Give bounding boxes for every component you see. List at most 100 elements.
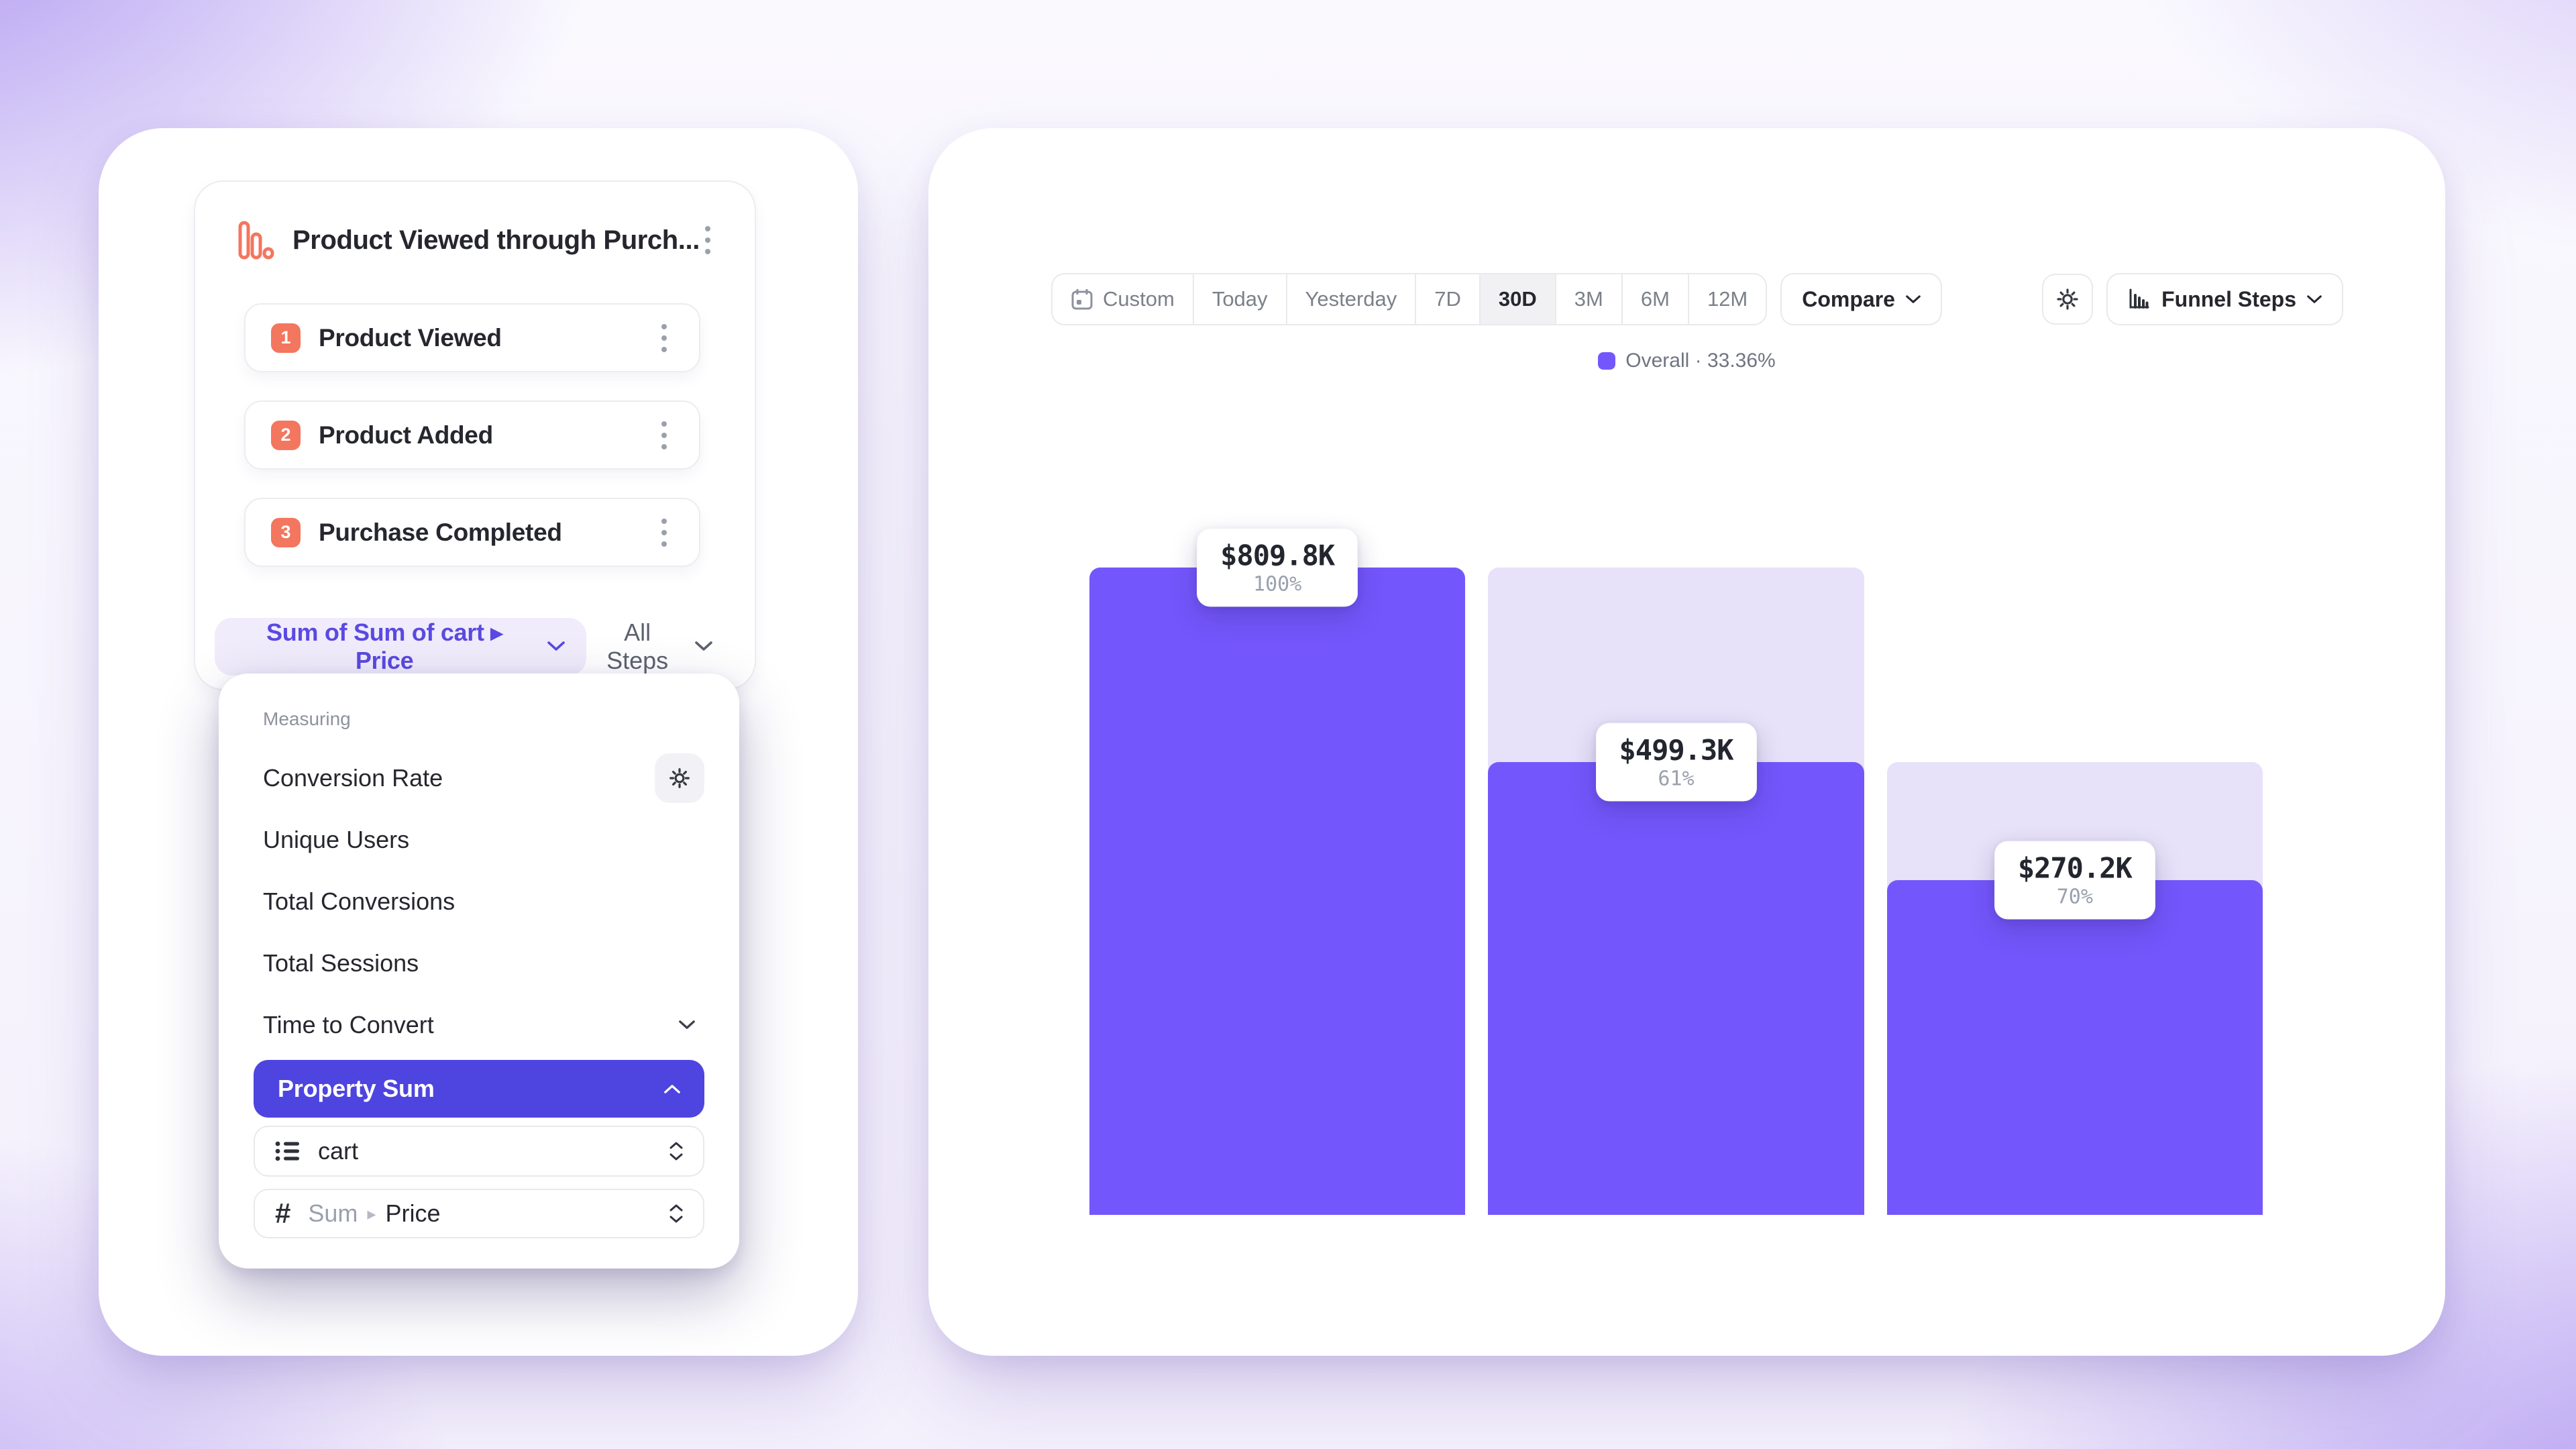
arrow-right-icon: ▸: [367, 1203, 376, 1224]
measurement-label: Sum of Sum of cart ▸ Price: [266, 618, 503, 674]
bar-value-tooltip: $499.3K 61%: [1595, 722, 1757, 802]
menu-item-conversion-rate[interactable]: Conversion Rate: [254, 747, 704, 809]
chart-settings-button[interactable]: [2042, 274, 2094, 325]
select-updown-icon: [669, 1142, 683, 1161]
step-kebab-menu-icon[interactable]: [656, 319, 672, 358]
aggregation-select[interactable]: # Sum ▸ Price: [254, 1189, 704, 1238]
list-icon: [275, 1140, 301, 1163]
measuring-dropdown-panel: Measuring Conversion Rate Unique Users T…: [219, 674, 739, 1269]
range-label: Yesterday: [1305, 287, 1397, 311]
menu-item-total-conversions[interactable]: Total Conversions: [254, 871, 704, 932]
step-number-badge: 1: [271, 323, 301, 353]
chevron-down-icon: [695, 641, 712, 651]
measurement-row: Sum of Sum of cart ▸ Price All Steps: [215, 617, 716, 676]
funnel-chart-plot: $809.8K 100% $499.3K 61% $270.2K 70%: [1089, 528, 2263, 1215]
tooltip-conversion-percent: 100%: [1253, 572, 1302, 596]
tooltip-value: $270.2K: [2017, 851, 2133, 885]
funnel-bar[interactable]: [1089, 568, 1466, 1215]
menu-item-total-sessions[interactable]: Total Sessions: [254, 932, 704, 994]
measurement-dropdown[interactable]: Sum of Sum of cart ▸ Price: [215, 617, 587, 676]
legend-label: Overall · 33.36%: [1625, 350, 1776, 372]
range-7d[interactable]: 7D: [1415, 274, 1479, 324]
compare-button[interactable]: Compare: [1780, 273, 1942, 325]
chevron-up-icon: [664, 1084, 680, 1093]
bar-chart-icon: [2128, 288, 2151, 311]
query-builder: Product Viewed through Purch... 1 Produc…: [194, 180, 756, 690]
toolbar-right-group: Funnel Steps: [2042, 273, 2343, 325]
menu-item-label: Time to Convert: [263, 1011, 434, 1038]
funnel-steps-list: 1 Product Viewed 2 Product Added 3 Purch…: [244, 303, 700, 595]
property-select[interactable]: cart: [254, 1126, 704, 1177]
step-kebab-menu-icon[interactable]: [656, 416, 672, 455]
select-updown-icon: [669, 1204, 683, 1223]
funnel-bar[interactable]: [1488, 761, 1864, 1215]
conversion-rate-settings-button[interactable]: [655, 753, 704, 803]
tooltip-value: $809.8K: [1220, 539, 1335, 572]
hash-icon: #: [275, 1197, 291, 1229]
property-select-value: cart: [318, 1137, 359, 1165]
bar-value-tooltip: $809.8K 100%: [1197, 528, 1358, 607]
range-label: 12M: [1707, 287, 1748, 311]
step-kebab-menu-icon[interactable]: [656, 513, 672, 552]
menu-item-label: Total Sessions: [263, 949, 419, 977]
all-steps-dropdown[interactable]: All Steps: [586, 618, 716, 676]
menu-item-time-to-convert[interactable]: Time to Convert: [254, 994, 704, 1056]
menu-item-label: Unique Users: [263, 826, 410, 853]
range-yesterday[interactable]: Yesterday: [1285, 274, 1415, 324]
compare-label: Compare: [1802, 286, 1895, 311]
chart-view-label: Funnel Steps: [2161, 286, 2296, 311]
menu-item-unique-users[interactable]: Unique Users: [254, 809, 704, 871]
range-today[interactable]: Today: [1192, 274, 1286, 324]
range-30d-selected[interactable]: 30D: [1479, 274, 1555, 324]
range-label: 6M: [1640, 287, 1670, 311]
step-number-badge: 3: [271, 517, 301, 547]
range-3m[interactable]: 3M: [1554, 274, 1621, 324]
gear-icon: [2054, 286, 2081, 313]
funnel-step-row[interactable]: 3 Purchase Completed: [244, 498, 700, 567]
menu-item-label: Conversion Rate: [263, 764, 443, 792]
legend-swatch: [1598, 352, 1616, 370]
date-range-control: Custom Today Yesterday 7D 30D 3M 6M 12M: [1051, 273, 1768, 325]
measuring-section-label: Measuring: [263, 708, 351, 729]
range-label: 7D: [1434, 287, 1461, 311]
step-label: Purchase Completed: [319, 518, 562, 546]
range-custom[interactable]: Custom: [1053, 274, 1193, 324]
funnel-step-row[interactable]: 1 Product Viewed: [244, 303, 700, 372]
funnel-builder-card: Product Viewed through Purch... 1 Produc…: [99, 128, 858, 1356]
range-12m[interactable]: 12M: [1687, 274, 1766, 324]
range-label: 3M: [1574, 287, 1603, 311]
chart-card: Custom Today Yesterday 7D 30D 3M 6M 12M …: [928, 128, 2445, 1356]
range-label: 30D: [1498, 287, 1537, 311]
funnel-step-row[interactable]: 2 Product Added: [244, 400, 700, 470]
bar-value-tooltip: $270.2K 70%: [1994, 841, 2155, 920]
menu-item-property-sum-selected[interactable]: Property Sum: [254, 1060, 704, 1118]
chevron-down-icon: [679, 1020, 695, 1030]
range-label: Custom: [1103, 287, 1175, 311]
menu-item-label: Total Conversions: [263, 888, 455, 915]
chart-legend: Overall · 33.36%: [928, 350, 2445, 372]
calendar-icon: [1071, 288, 1093, 311]
menu-item-label: Property Sum: [278, 1075, 435, 1102]
chevron-down-icon: [1906, 294, 1921, 304]
aggregation-value: Price: [385, 1199, 441, 1227]
step-number-badge: 2: [271, 420, 301, 450]
chevron-down-icon: [2307, 294, 2322, 304]
query-header: Product Viewed through Purch...: [238, 211, 710, 269]
range-label: Today: [1212, 287, 1268, 311]
aggregation-prefix: Sum: [308, 1199, 358, 1227]
chart-toolbar: Custom Today Yesterday 7D 30D 3M 6M 12M …: [1051, 273, 2343, 325]
tooltip-value: $499.3K: [1619, 733, 1733, 766]
all-steps-label: All Steps: [606, 618, 669, 674]
funnel-bar[interactable]: [1886, 880, 2263, 1215]
tooltip-conversion-percent: 61%: [1658, 767, 1695, 791]
report-title: Product Viewed through Purch...: [292, 225, 700, 255]
tooltip-conversion-percent: 70%: [2056, 885, 2093, 909]
report-kebab-menu-icon[interactable]: [700, 221, 716, 260]
step-label: Product Added: [319, 421, 493, 449]
chevron-down-icon: [547, 641, 566, 651]
gear-icon: [667, 765, 692, 791]
chart-view-dropdown[interactable]: Funnel Steps: [2106, 273, 2343, 325]
range-6m[interactable]: 6M: [1621, 274, 1688, 324]
step-label: Product Viewed: [319, 323, 502, 352]
